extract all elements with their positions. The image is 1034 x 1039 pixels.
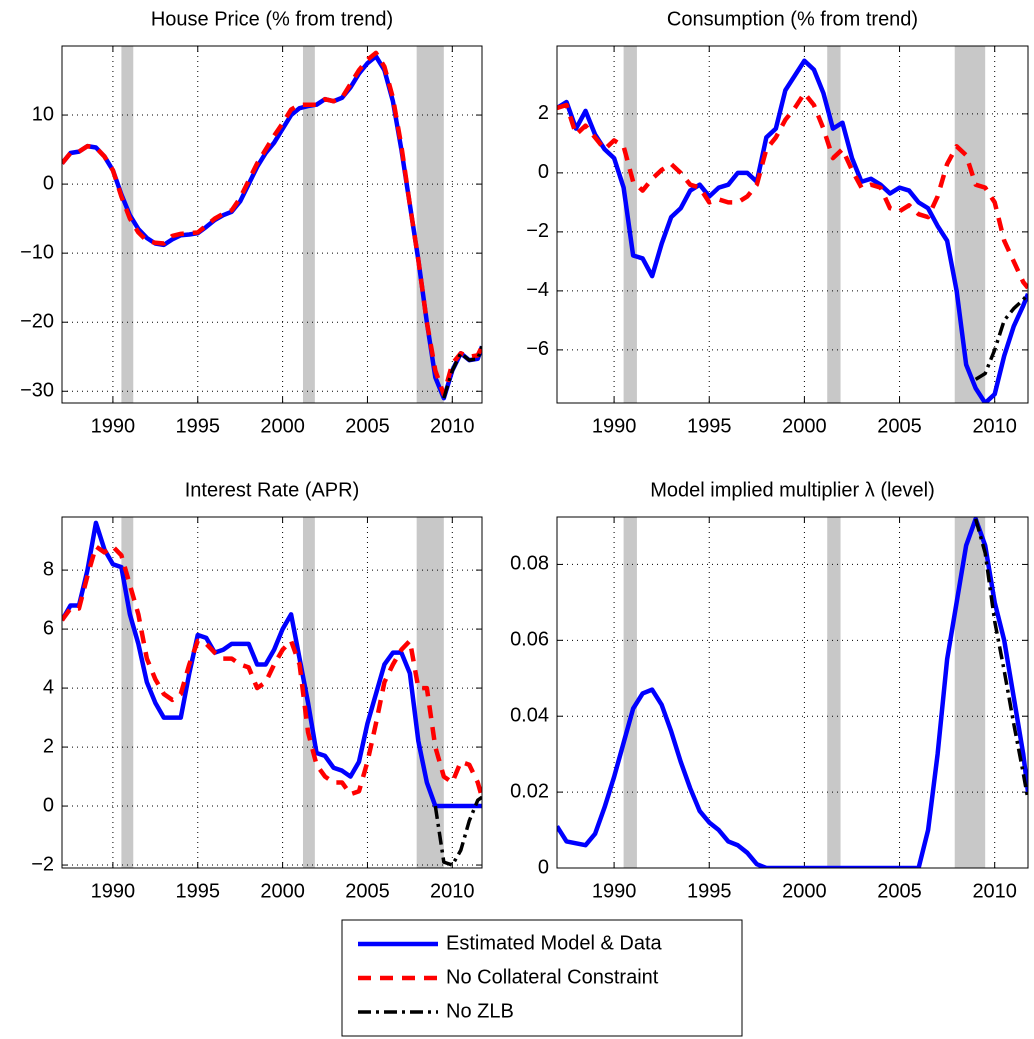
series-line	[974, 292, 1028, 381]
y-tick-label: 10	[32, 103, 54, 125]
legend-label: No ZLB	[446, 1000, 514, 1022]
y-tick-label: 6	[43, 617, 54, 639]
series-line	[442, 345, 482, 399]
x-tick-label: 2010	[430, 415, 475, 437]
recession-band	[827, 517, 841, 868]
recession-band	[623, 517, 637, 868]
subplot: 1990 1995 2000 2005 2010 −6 −4 −2 0 2 Consumption …	[526, 8, 1029, 437]
subplot: 1990 1995 2000 2005 2010 −30 −20 −10 0 10 House Pr…	[20, 8, 483, 437]
axes-box	[556, 45, 1029, 404]
series-line	[62, 520, 482, 809]
y-tick-label: −30	[20, 380, 54, 402]
x-tick-label: 2010	[972, 880, 1017, 902]
x-tick-label: 2005	[345, 415, 390, 437]
x-tick-label: 2000	[782, 880, 827, 902]
x-tick-label: 1995	[176, 880, 221, 902]
recession-band	[302, 517, 315, 868]
chart-title: House Price (% from trend)	[151, 8, 393, 30]
axes-box	[61, 45, 483, 404]
series-line	[557, 90, 1028, 290]
recession-band	[121, 46, 134, 403]
series-line	[433, 795, 482, 867]
y-tick-label: 0	[538, 161, 549, 183]
y-tick-label: −2	[31, 853, 54, 875]
x-tick-label: 1995	[176, 415, 221, 437]
axes-box	[61, 516, 483, 869]
recession-band	[121, 517, 134, 868]
y-tick-label: 0.04	[510, 704, 549, 726]
y-tick-label: −4	[526, 279, 549, 301]
y-tick-label: −20	[20, 310, 54, 332]
x-tick-label: 2005	[877, 880, 922, 902]
y-tick-label: 0.02	[510, 780, 549, 802]
x-tick-label: 1990	[592, 880, 637, 902]
x-tick-label: 2010	[430, 880, 475, 902]
recession-band	[827, 46, 841, 403]
recession-band	[954, 46, 986, 403]
series-line	[62, 544, 482, 798]
y-tick-label: −10	[20, 241, 54, 263]
series-line	[557, 58, 1028, 403]
recession-band	[416, 517, 444, 868]
legend-label: No Collateral Constraint	[446, 966, 659, 988]
y-tick-label: −2	[526, 220, 549, 242]
legend-label: Estimated Model & Data	[446, 932, 663, 954]
recession-band	[302, 46, 315, 403]
subplot: 1990 1995 2000 2005 2010 −2 0 2 4 6 8 Interest Rate…	[31, 479, 483, 902]
x-tick-label: 1995	[687, 415, 732, 437]
axes-box	[556, 516, 1029, 869]
legend: Estimated Model & Data No Collateral Cons…	[341, 919, 743, 1037]
x-tick-label: 2005	[877, 415, 922, 437]
y-tick-label: 0	[43, 794, 54, 816]
x-tick-label: 2005	[345, 880, 390, 902]
subplot: 1990 1995 2000 2005 2010 0 0.02 0.04 0.06 0.08 Mod…	[510, 479, 1029, 902]
y-tick-label: 0.08	[510, 553, 549, 575]
x-tick-label: 1990	[91, 880, 136, 902]
x-tick-label: 1995	[687, 880, 732, 902]
x-tick-label: 1990	[91, 415, 136, 437]
y-tick-label: 0	[43, 172, 54, 194]
x-tick-label: 2000	[782, 415, 827, 437]
y-tick-label: 8	[43, 558, 54, 580]
y-tick-label: 4	[43, 676, 54, 698]
y-tick-label: 2	[43, 735, 54, 757]
x-tick-label: 1990	[592, 415, 637, 437]
series-line	[62, 50, 482, 397]
chart-title: Model implied multiplier λ (level)	[650, 479, 935, 501]
series-line	[973, 518, 1028, 801]
recession-band	[954, 517, 986, 868]
y-tick-label: −6	[526, 338, 549, 360]
chart-title: Interest Rate (APR)	[185, 479, 360, 501]
x-tick-label: 2000	[260, 880, 305, 902]
x-tick-label: 2010	[972, 415, 1017, 437]
x-tick-label: 2000	[260, 415, 305, 437]
y-tick-label: 2	[538, 102, 549, 124]
y-tick-label: 0	[538, 856, 549, 878]
series-line	[557, 517, 1028, 868]
chart-title: Consumption (% from trend)	[667, 8, 918, 30]
y-tick-label: 0.06	[510, 629, 549, 651]
